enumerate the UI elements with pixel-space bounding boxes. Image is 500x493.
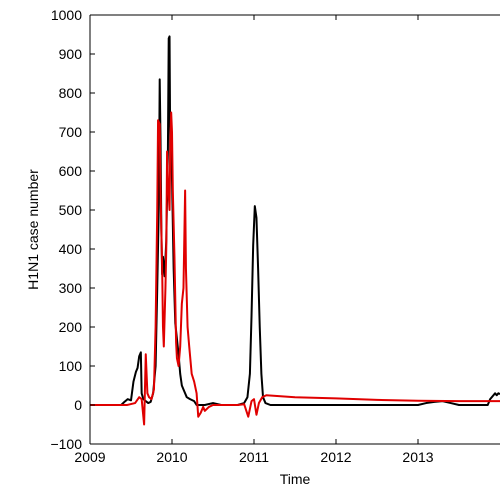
- x-axis-label: Time: [280, 471, 311, 487]
- plot-background: [90, 15, 500, 444]
- y-tick-label: 700: [59, 124, 83, 140]
- x-tick-label: 2013: [402, 449, 433, 465]
- x-tick-label: 2010: [156, 449, 187, 465]
- y-ticks: −100 0 100 200 300 400 500 600 700 800 900 1000: [50, 7, 95, 452]
- y-tick-label: 400: [59, 241, 83, 257]
- series-line-1: [90, 111, 500, 426]
- plot-area: 2009 2010 2011 2012 2013 −100 0 100 200 300 400 50…: [50, 7, 500, 465]
- y-tick-label: 100: [59, 358, 83, 374]
- y-tick-label: 200: [59, 319, 83, 335]
- x-tick-label: 2011: [239, 449, 269, 465]
- y-tick-label: 900: [59, 46, 83, 62]
- y-tick-label: −100: [50, 436, 82, 452]
- series-line-0: [90, 35, 500, 406]
- x-tick-label: 2009: [74, 449, 105, 465]
- y-tick-label: 300: [59, 280, 83, 296]
- y-tick-label: 800: [59, 85, 83, 101]
- y-axis-label: H1N1 case number: [25, 169, 41, 290]
- y-tick-label: 1000: [51, 7, 82, 23]
- y-tick-label: 500: [59, 202, 83, 218]
- series-layer: [90, 35, 500, 426]
- y-tick-label: 600: [59, 163, 83, 179]
- x-tick-label: 2012: [320, 449, 351, 465]
- x-ticks: 2009 2010 2011 2012 2013: [74, 15, 434, 465]
- y-tick-label: 0: [74, 397, 82, 413]
